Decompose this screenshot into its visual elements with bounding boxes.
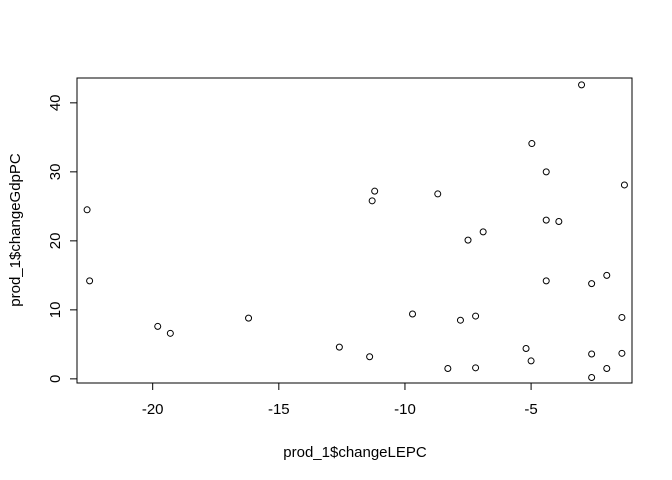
- y-axis: 0 10 20 30 40: [47, 94, 78, 383]
- data-point: [588, 280, 596, 288]
- x-tick-label: -15: [268, 401, 290, 418]
- data-point: [527, 357, 535, 365]
- data-point: [83, 206, 91, 214]
- plot-frame: [76, 77, 633, 384]
- data-point: [472, 364, 480, 372]
- y-axis-label: prod_1$changeGdpPC: [7, 153, 24, 307]
- x-tick-label: -10: [394, 401, 416, 418]
- data-point: [434, 190, 442, 198]
- points-layer: [83, 81, 628, 381]
- x-axis-label: prod_1$changeLEPC: [283, 444, 427, 461]
- data-point: [409, 310, 417, 318]
- data-point: [479, 228, 487, 236]
- data-point: [444, 365, 452, 373]
- y-tick-label: 0: [47, 375, 64, 383]
- data-point: [542, 216, 550, 224]
- data-point: [366, 353, 374, 361]
- data-point: [528, 140, 536, 148]
- data-point: [588, 373, 596, 381]
- data-point: [555, 218, 563, 226]
- data-point: [368, 197, 376, 205]
- data-point: [456, 316, 464, 324]
- data-point: [86, 277, 94, 285]
- data-point: [588, 350, 596, 358]
- y-tick-label: 30: [47, 164, 64, 181]
- data-point: [245, 314, 253, 322]
- data-point: [464, 236, 472, 244]
- y-tick-label: 40: [47, 94, 64, 111]
- data-point: [618, 313, 626, 321]
- data-point: [620, 181, 628, 189]
- data-point: [335, 343, 343, 351]
- data-point: [578, 81, 586, 89]
- data-point: [371, 187, 379, 195]
- data-point: [166, 329, 174, 337]
- x-tick-label: -5: [524, 401, 537, 418]
- data-point: [603, 271, 611, 279]
- y-tick-label: 10: [47, 302, 64, 319]
- data-point: [542, 168, 550, 176]
- y-tick-label: 20: [47, 233, 64, 250]
- data-point: [522, 344, 530, 352]
- x-axis: -20 -15 -10 -5: [142, 382, 538, 418]
- data-point: [472, 312, 480, 320]
- data-point: [603, 365, 611, 373]
- data-point: [618, 349, 626, 357]
- data-point: [154, 322, 162, 330]
- x-tick-label: -20: [142, 401, 164, 418]
- data-point: [542, 277, 550, 285]
